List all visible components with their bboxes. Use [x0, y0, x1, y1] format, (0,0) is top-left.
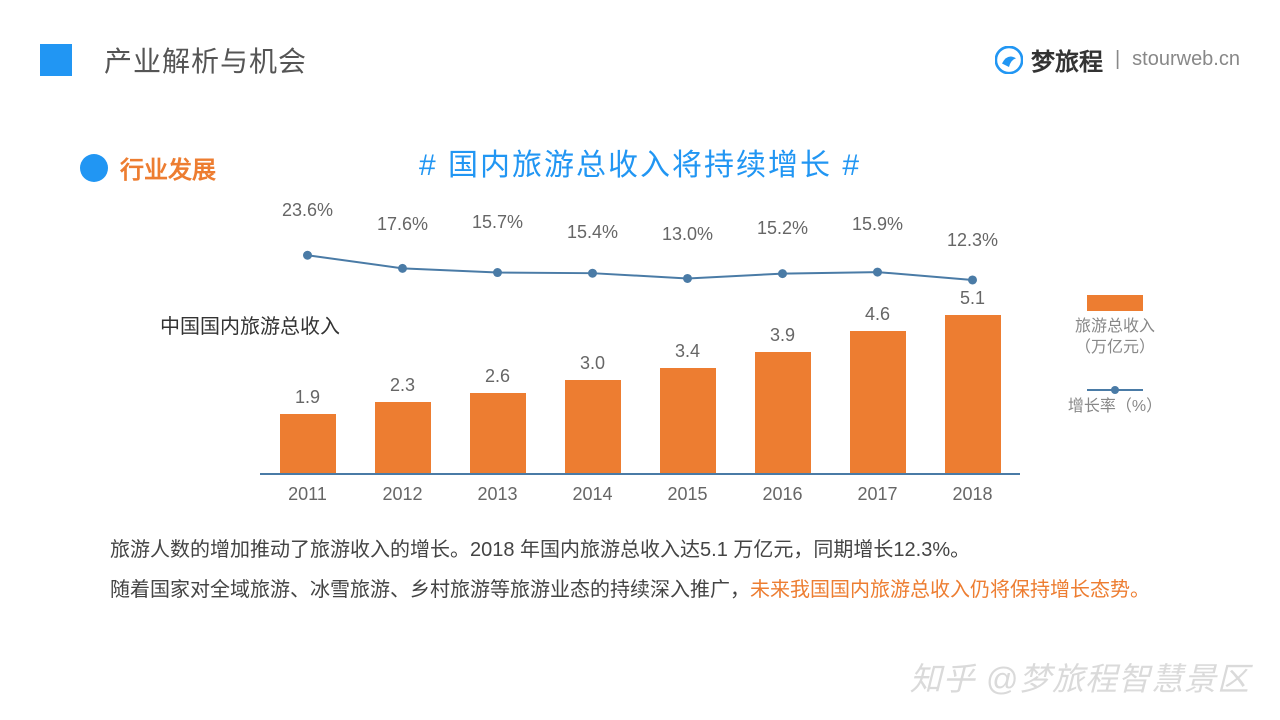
x-label: 2018 [925, 484, 1020, 505]
growth-rate-label: 17.6% [377, 214, 428, 235]
brand-url: stourweb.cn [1132, 48, 1240, 71]
brand: 梦旅程 | stourweb.cn [995, 42, 1240, 77]
desc-highlight: 未来我国国内旅游总收入仍将保持增长态势。 [750, 579, 1150, 601]
bar-value-label: 2.6 [485, 366, 510, 387]
brand-logo-icon [995, 46, 1023, 74]
x-label: 2015 [640, 484, 735, 505]
page-title: 产业解析与机会 [104, 40, 307, 80]
section-label-text: 行业发展 [120, 150, 216, 185]
bar [280, 414, 336, 473]
bars-container: 1.9 2.3 2.6 3.0 3.4 3.9 4.6 5.1 [260, 243, 1020, 473]
legend-line-swatch [1087, 389, 1143, 391]
bar-wrap: 3.9 [735, 325, 830, 473]
x-label: 2017 [830, 484, 925, 505]
section-label: 行业发展 [80, 150, 216, 185]
bar-value-label: 1.9 [295, 387, 320, 408]
section-dot-icon [80, 154, 108, 182]
bar [945, 315, 1001, 473]
bar-value-label: 5.1 [960, 288, 985, 309]
x-label: 2011 [260, 484, 355, 505]
header-square-icon [40, 44, 72, 76]
bar [470, 393, 526, 473]
bar-value-label: 2.3 [390, 375, 415, 396]
legend-item-line: 增长率（%） [1068, 389, 1162, 418]
legend: 旅游总收入 （万亿元） 增长率（%） [1050, 295, 1180, 417]
bar [565, 380, 621, 473]
legend-item-bar: 旅游总收入 （万亿元） [1075, 295, 1155, 359]
growth-rate-label: 15.7% [472, 212, 523, 233]
x-axis [260, 473, 1020, 475]
bar [375, 402, 431, 473]
bar-wrap: 4.6 [830, 304, 925, 473]
watermark: 知乎 @梦旅程智慧景区 [910, 654, 1250, 700]
desc-line2a: 随着国家对全域旅游、冰雪旅游、乡村旅游等旅游业态的持续深入推广， [110, 579, 750, 601]
bar-value-label: 3.9 [770, 325, 795, 346]
growth-rate-label: 23.6% [282, 200, 333, 221]
description: 旅游人数的增加推动了旅游收入的增长。2018 年国内旅游总收入达5.1 万亿元，… [110, 530, 1170, 610]
bar [850, 331, 906, 473]
x-label: 2012 [355, 484, 450, 505]
bar-value-label: 4.6 [865, 304, 890, 325]
growth-rate-label: 15.9% [852, 214, 903, 235]
x-labels: 20112012201320142015201620172018 [260, 484, 1020, 505]
bar-value-label: 3.4 [675, 341, 700, 362]
x-label: 2016 [735, 484, 830, 505]
growth-rate-labels: 23.6%17.6%15.7%15.4%13.0%15.2%15.9%12.3% [260, 200, 1020, 240]
hashtag-title: # 国内旅游总收入将持续增长 # [419, 140, 861, 184]
bar-wrap: 3.0 [545, 353, 640, 473]
legend-line-label: 增长率（%） [1068, 397, 1162, 418]
bar-wrap: 3.4 [640, 341, 735, 473]
brand-name: 梦旅程 [1031, 42, 1103, 77]
brand-separator: | [1115, 48, 1120, 71]
bar-wrap: 2.3 [355, 375, 450, 473]
bar-value-label: 3.0 [580, 353, 605, 374]
x-label: 2013 [450, 484, 545, 505]
bar-wrap: 5.1 [925, 288, 1020, 473]
revenue-chart: 23.6%17.6%15.7%15.4%13.0%15.2%15.9%12.3%… [260, 210, 1020, 505]
bar [660, 368, 716, 473]
growth-rate-label: 13.0% [662, 224, 713, 245]
x-label: 2014 [545, 484, 640, 505]
bar-wrap: 2.6 [450, 366, 545, 473]
growth-rate-label: 15.4% [567, 222, 618, 243]
bar [755, 352, 811, 473]
legend-bar-swatch [1087, 295, 1143, 311]
desc-line1: 旅游人数的增加推动了旅游收入的增长。2018 年国内旅游总收入达5.1 万亿元，… [110, 539, 970, 561]
legend-bar-label: 旅游总收入 （万亿元） [1075, 317, 1155, 359]
growth-rate-label: 15.2% [757, 218, 808, 239]
bar-wrap: 1.9 [260, 387, 355, 473]
